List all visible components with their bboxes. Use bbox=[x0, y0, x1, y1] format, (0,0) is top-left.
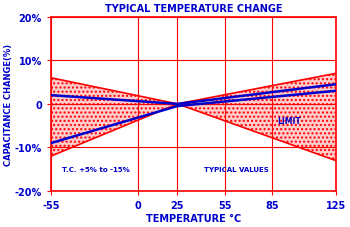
Text: TYPICAL VALUES: TYPICAL VALUES bbox=[204, 167, 269, 173]
Y-axis label: CAPACITANCE CHANGE(%): CAPACITANCE CHANGE(%) bbox=[4, 44, 13, 165]
Text: LIMIT: LIMIT bbox=[277, 117, 301, 126]
Title: TYPICAL TEMPERATURE CHANGE: TYPICAL TEMPERATURE CHANGE bbox=[105, 4, 282, 14]
X-axis label: TEMPERATURE °C: TEMPERATURE °C bbox=[146, 213, 241, 223]
Text: T.C. +5% to -15%: T.C. +5% to -15% bbox=[62, 167, 130, 173]
